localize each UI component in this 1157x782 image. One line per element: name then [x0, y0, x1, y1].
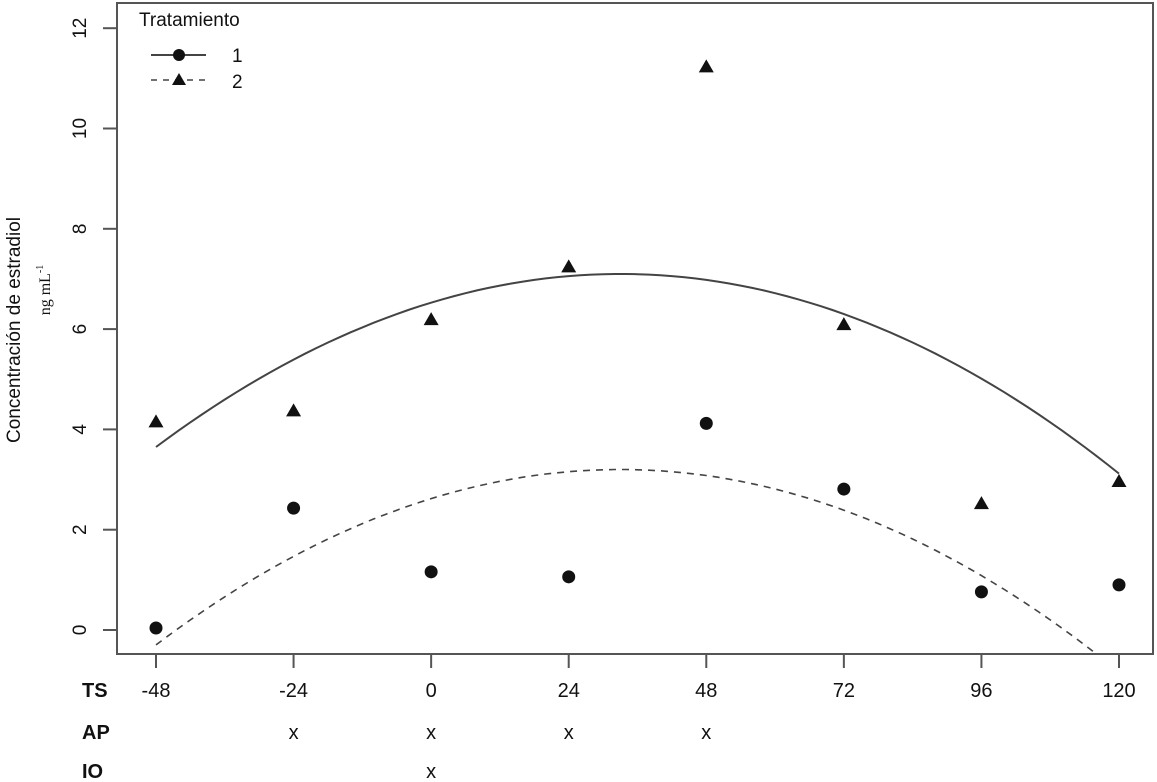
y-unit-exponent: -1 — [35, 265, 46, 273]
point-series-1 — [287, 501, 301, 515]
y-tick-label: 2 — [70, 524, 91, 535]
ap-mark: x — [289, 722, 299, 744]
y-tick-label: 6 — [70, 324, 91, 335]
row-label-ts: TS — [82, 680, 108, 702]
y-unit-text: ng mL — [37, 273, 54, 315]
ap-mark: x — [426, 722, 436, 744]
y-tick-label: 8 — [70, 224, 91, 235]
x-tick-label: 120 — [1102, 680, 1135, 702]
x-tick-label: -48 — [142, 680, 171, 702]
point-series-1 — [837, 482, 851, 496]
point-series-1 — [699, 416, 713, 430]
point-series-2 — [286, 403, 302, 417]
fitted-curve-dashed — [155, 468, 1098, 654]
legend: Tratamiento 1 2 — [139, 10, 243, 93]
y-tick-label: 12 — [70, 18, 91, 39]
point-series-2 — [698, 59, 714, 73]
y-axis-unit: ng mL-1 — [35, 265, 54, 316]
x-tick-label: 48 — [695, 680, 717, 702]
data-points — [148, 59, 1127, 635]
x-tick-label: -24 — [279, 680, 308, 702]
y-axis: 0 2 4 6 8 10 12 — [70, 18, 117, 636]
x-tick-label: 72 — [833, 680, 855, 702]
y-tick-label: 10 — [70, 118, 91, 139]
plot-frame — [116, 2, 1154, 655]
point-series-2 — [148, 414, 164, 428]
point-series-2 — [973, 496, 989, 510]
legend-label-1: 1 — [232, 46, 243, 67]
point-series-2 — [1111, 474, 1127, 488]
point-series-1 — [424, 565, 438, 579]
ap-mark: x — [701, 722, 711, 744]
legend-marker-1 — [173, 49, 185, 61]
x-tick-label: 96 — [970, 680, 992, 702]
legend-title: Tratamiento — [139, 10, 240, 31]
x-tick-label: 0 — [426, 680, 437, 702]
legend-label-2: 2 — [232, 72, 243, 93]
ap-mark: x — [564, 722, 574, 744]
y-tick-label: 0 — [70, 625, 91, 636]
point-series-1 — [562, 570, 576, 584]
io-mark: x — [426, 761, 436, 782]
y-tick-label: 4 — [70, 424, 91, 435]
point-series-2 — [836, 317, 852, 331]
point-series-1 — [149, 621, 163, 635]
point-series-1 — [974, 585, 988, 599]
point-series-1 — [1112, 578, 1126, 592]
y-axis-label: Concentración de estradiol — [4, 217, 25, 443]
point-series-2 — [423, 312, 439, 326]
point-series-2 — [561, 259, 577, 273]
fitted-curves — [155, 273, 1120, 654]
x-tick-label: 24 — [558, 680, 580, 702]
row-label-io: IO — [82, 761, 103, 782]
fitted-curve-solid — [155, 273, 1120, 475]
legend-marker-2 — [172, 73, 186, 85]
row-label-ap: AP — [82, 722, 110, 744]
